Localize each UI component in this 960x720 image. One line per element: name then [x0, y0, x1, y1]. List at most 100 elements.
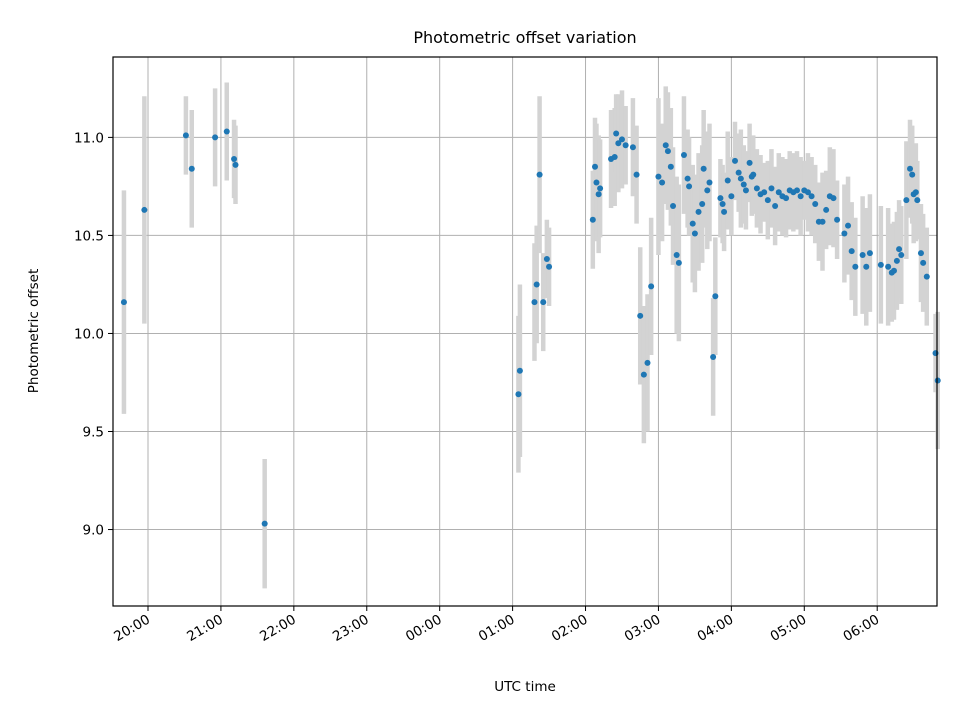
data-point [923, 273, 930, 280]
data-point [637, 312, 644, 319]
data-point [659, 179, 666, 186]
data-point [232, 161, 239, 168]
data-point [885, 263, 892, 270]
data-point [622, 142, 629, 149]
y-tick-label: 10.5 [74, 228, 104, 244]
x-tick-label: 03:00 [622, 612, 664, 645]
data-point [819, 218, 826, 225]
data-point [231, 155, 238, 162]
data-point [750, 171, 757, 178]
data-point [804, 189, 811, 196]
data-point [699, 201, 706, 208]
plot-frame [112, 56, 938, 607]
data-point [680, 152, 687, 159]
data-point [808, 193, 815, 200]
data-point [670, 203, 677, 210]
data-point [629, 144, 636, 151]
data-point [700, 165, 707, 172]
grid-layer [113, 57, 937, 606]
data-point [845, 222, 852, 229]
data-point [673, 252, 680, 259]
y-tick-label: 9.5 [83, 424, 104, 440]
y-tick-label: 10.0 [74, 326, 104, 342]
data-point [597, 185, 604, 192]
point-layer [120, 128, 941, 527]
data-point [188, 165, 195, 172]
x-tick-label: 06:00 [841, 612, 883, 645]
data-point [768, 185, 775, 192]
x-tick-label: 20:00 [111, 612, 153, 645]
data-point [912, 189, 919, 196]
y-tick-label: 9.0 [83, 523, 104, 539]
data-point [592, 163, 599, 170]
data-point [712, 293, 719, 300]
data-point [932, 350, 939, 357]
x-tick-label: 04:00 [695, 612, 737, 645]
data-point [695, 208, 702, 215]
data-point [710, 353, 717, 360]
data-point [691, 230, 698, 237]
data-point [917, 250, 924, 257]
data-point [920, 259, 927, 266]
chart-title: Photometric offset variation [413, 28, 636, 47]
data-point [893, 257, 900, 264]
data-point [742, 187, 749, 194]
data-point [223, 128, 230, 135]
data-point [783, 195, 790, 202]
x-tick-label: 21:00 [184, 612, 226, 645]
data-point [797, 193, 804, 200]
data-point [812, 201, 819, 208]
data-point [516, 367, 523, 374]
data-point [764, 197, 771, 204]
data-point [834, 216, 841, 223]
data-point [611, 153, 618, 160]
y-tick-label: 11.0 [74, 130, 104, 146]
data-point [841, 230, 848, 237]
data-point [877, 261, 884, 268]
x-tick-label: 02:00 [549, 612, 591, 645]
x-tick-label: 22:00 [257, 612, 299, 645]
data-point [686, 183, 693, 190]
x-tick-label: 01:00 [476, 612, 518, 645]
data-point [540, 299, 547, 306]
data-point [721, 208, 728, 215]
data-point [261, 520, 268, 527]
x-axis-label: UTC time [494, 679, 556, 695]
data-point [772, 203, 779, 210]
data-point [737, 175, 744, 182]
data-point [909, 171, 916, 178]
data-point [675, 259, 682, 266]
x-tick-label: 23:00 [330, 612, 372, 645]
data-point [684, 175, 691, 182]
data-point [890, 267, 897, 274]
data-point [859, 252, 866, 259]
data-point [141, 206, 148, 213]
errorbar-layer [121, 82, 940, 589]
data-point [903, 197, 910, 204]
data-point [633, 171, 640, 178]
data-point [848, 248, 855, 255]
data-point [728, 193, 735, 200]
data-point [898, 252, 905, 259]
data-point [719, 201, 726, 208]
data-point [182, 132, 189, 139]
data-point [543, 255, 550, 262]
data-point [793, 187, 800, 194]
data-point [618, 136, 625, 143]
data-point [907, 165, 914, 172]
data-point [664, 148, 671, 155]
data-point [896, 246, 903, 253]
data-point [863, 263, 870, 270]
y-axis-label: Photometric offset [26, 269, 42, 393]
data-point [830, 195, 837, 202]
data-point [689, 220, 696, 227]
data-point [667, 163, 674, 170]
data-point [717, 195, 724, 202]
data-point [589, 216, 596, 223]
data-point [735, 169, 742, 176]
data-point [536, 171, 543, 178]
data-point [615, 140, 622, 147]
data-point [934, 377, 941, 384]
data-point [746, 159, 753, 166]
